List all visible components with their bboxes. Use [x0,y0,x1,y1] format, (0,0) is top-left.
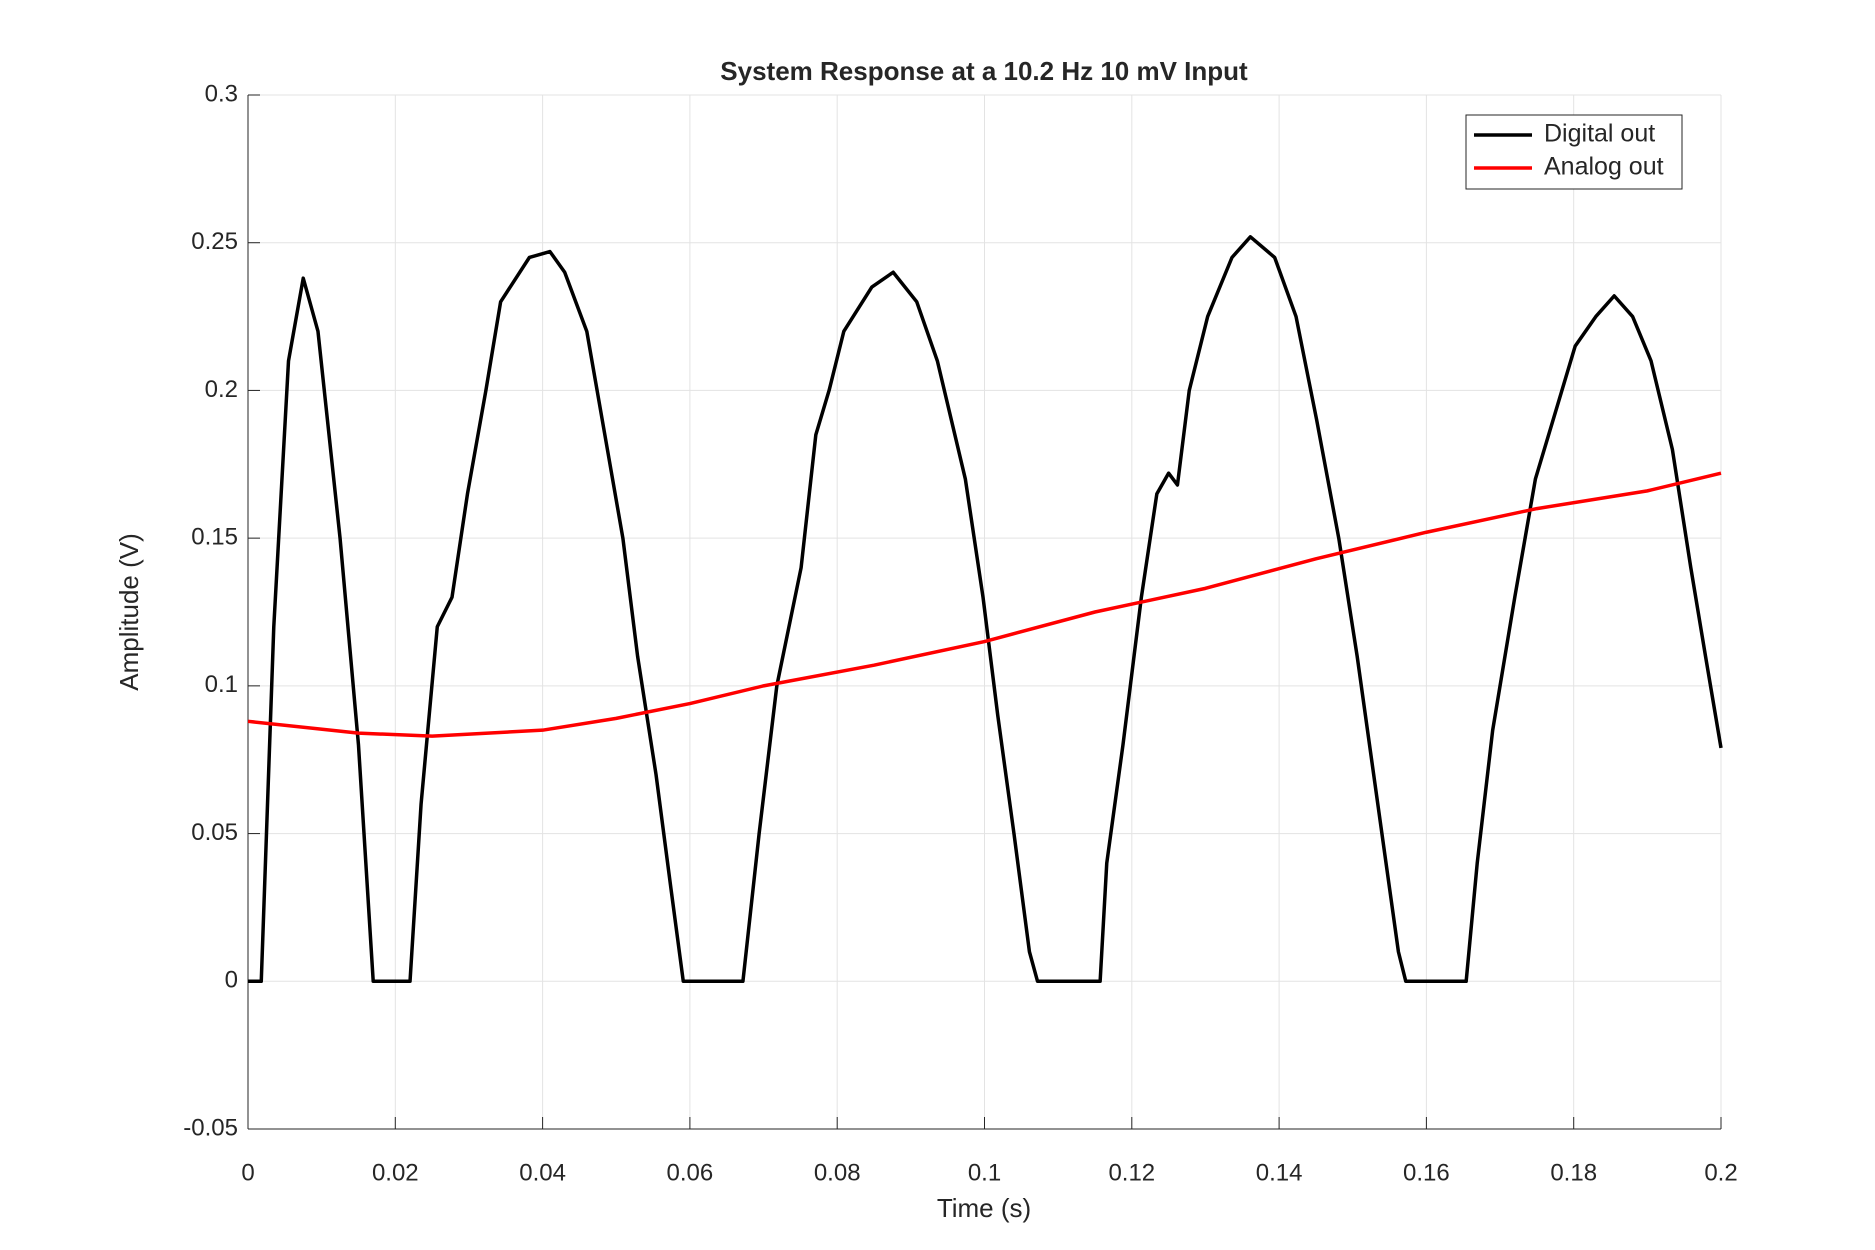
x-axis-label: Time (s) [937,1193,1031,1223]
legend: Digital out Analog out [1465,114,1683,190]
y-tick-label: 0 [225,967,238,994]
chart-title: System Response at a 10.2 Hz 10 mV Input [720,56,1248,86]
x-tick-label: 0 [241,1159,254,1186]
data-line [247,471,1722,738]
y-tick-label: 0.15 [191,523,238,550]
x-tick-label: 0.16 [1403,1159,1450,1186]
y-tick-label: 0.3 [205,80,238,107]
data-line [248,235,1723,984]
legend-box [1465,114,1683,190]
y-tick-label: 0.2 [205,376,238,403]
y-tick-label: -0.05 [183,1114,238,1141]
y-tick-label: 0.1 [205,671,238,698]
x-tick-label: 0.1 [968,1159,1001,1186]
x-tick-label: 0.08 [814,1159,861,1186]
x-tick-label: 0.12 [1108,1159,1155,1186]
y-tick-label: 0.05 [191,819,238,846]
x-tick-label: 0.18 [1550,1159,1597,1186]
x-tick-label: 0.04 [519,1159,566,1186]
legend-label: Digital out [1544,120,1655,148]
y-axis-label: Amplitude (V) [114,533,144,691]
x-tick-label: 0.02 [372,1159,419,1186]
x-tick-label: 0.14 [1256,1159,1303,1186]
y-tick-label: 0.25 [191,228,238,255]
legend-label: Analog out [1544,153,1664,181]
x-tick-label: 0.2 [1704,1159,1737,1186]
x-tick-label: 0.06 [667,1159,714,1186]
